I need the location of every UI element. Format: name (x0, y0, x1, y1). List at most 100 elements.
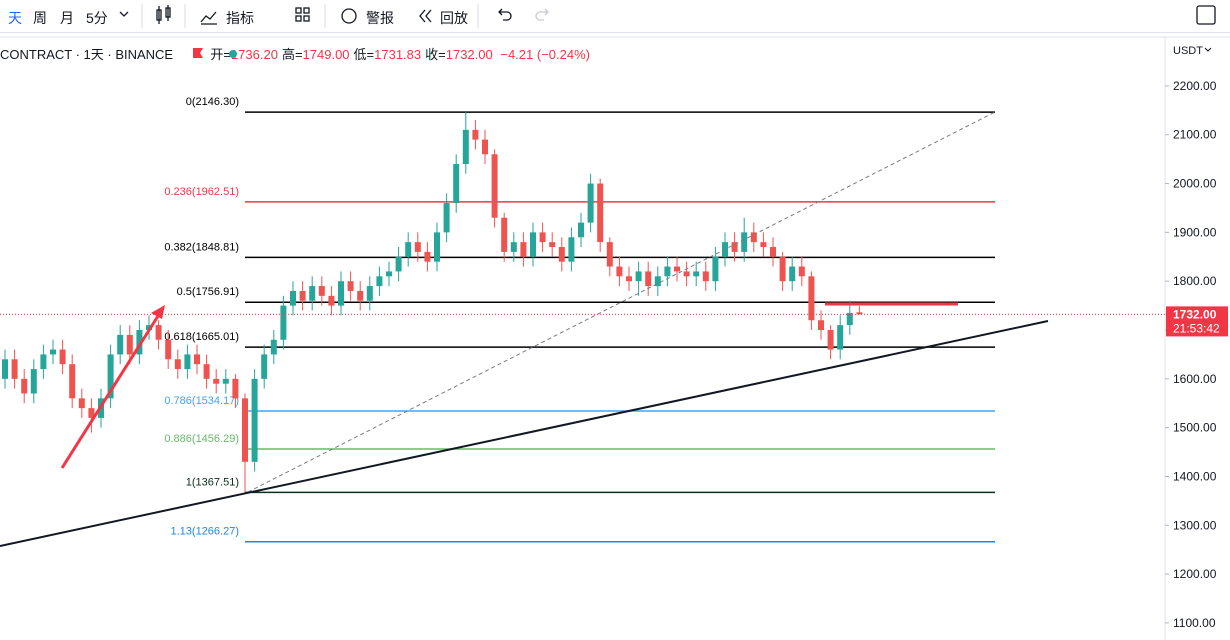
candle-body (107, 354, 114, 399)
last-price-label: 1732.00 (1173, 307, 1217, 321)
alert-icon[interactable] (341, 8, 357, 24)
candle-body (587, 183, 594, 223)
countdown: 21:53:42 (1173, 321, 1220, 335)
candle-body (2, 359, 8, 379)
replay-icon[interactable] (419, 9, 432, 23)
candle-body (750, 232, 757, 243)
toolbar: 天 周 月 5分 指标 警报 回放 (0, 0, 1230, 33)
currency[interactable]: USDT (1173, 45, 1203, 57)
candle-body (280, 305, 287, 340)
candle-body (261, 354, 268, 379)
indicator-icon[interactable] (200, 11, 217, 25)
candle-body (222, 378, 229, 384)
candle-body (635, 271, 642, 282)
fib-label: 0.886(1456.29) (164, 433, 239, 445)
ohlc: 开=1736.20 高=1749.00 低=1731.83 收=1732.00 (210, 47, 496, 62)
fib-label: 0(2146.30) (186, 96, 239, 108)
candle-body (741, 232, 748, 252)
interval-5m[interactable]: 5分 (86, 10, 108, 26)
interval-week[interactable]: 周 (33, 10, 47, 26)
candle-body (549, 242, 556, 248)
candle-body (30, 369, 37, 394)
candle-body (808, 276, 815, 321)
fullscreen[interactable] (1196, 5, 1216, 25)
candle-body (88, 408, 95, 418)
chevron[interactable] (119, 11, 129, 17)
candle-body (184, 354, 191, 370)
candle-body (683, 271, 690, 277)
interval-day[interactable]: 天 (8, 10, 22, 26)
candle-body (174, 359, 181, 370)
y-tick-label: 1100.00 (1173, 616, 1216, 630)
candle-body (251, 378, 258, 462)
layout-icon[interactable] (295, 7, 310, 22)
candle-body (472, 129, 479, 140)
replay[interactable]: 回放 (440, 10, 468, 26)
candle-body (818, 320, 824, 331)
candle-body (568, 237, 575, 262)
ohlc-label: 低= (353, 47, 375, 62)
ohlc-value: 1732.00 (445, 47, 493, 62)
candle-body (462, 129, 469, 165)
last-price-box (1166, 306, 1228, 337)
y-tick-label: 1900.00 (1173, 225, 1217, 239)
candle-body (40, 354, 47, 370)
candle-body (693, 271, 700, 277)
alerts[interactable]: 警报 (366, 10, 394, 26)
candle-body (318, 286, 325, 296)
y-tick-label: 2100.00 (1173, 128, 1217, 142)
ohlc-value: 1736.20 (230, 47, 278, 62)
candle-body (482, 139, 488, 155)
change: −4.21 (−0.24%) (500, 47, 590, 62)
candle-body (664, 266, 671, 277)
candle-body (299, 290, 306, 301)
undo[interactable] (498, 8, 512, 21)
fib-label: 0.786(1534.17) (164, 395, 239, 407)
candle-body (530, 232, 536, 257)
candle-body (798, 266, 805, 277)
candle-body (59, 349, 66, 365)
candle-body (21, 378, 28, 394)
candle-body (491, 154, 498, 218)
interval-month[interactable]: 月 (60, 10, 74, 26)
toolbar-icons (119, 4, 1216, 28)
candle-body (376, 276, 383, 287)
candle-body (126, 334, 133, 355)
trend-line (0, 320, 1049, 547)
candle-body (424, 251, 431, 262)
candle-body (395, 256, 402, 272)
candle-body (386, 271, 392, 277)
candle-body (242, 398, 248, 462)
candle-body (405, 242, 412, 257)
candle-body (434, 232, 440, 262)
candle-body (846, 312, 853, 326)
candle-body (510, 242, 517, 252)
y-tick-label: 1800.00 (1173, 274, 1217, 288)
candle-body (731, 242, 738, 252)
candle-icon[interactable] (156, 5, 171, 24)
fib-label: 0.618(1665.01) (164, 331, 239, 343)
fib-label: 0.382(1848.81) (164, 241, 239, 253)
candle-body (338, 281, 344, 306)
candle-body (165, 339, 172, 360)
candle-body (558, 247, 565, 262)
y-tick-label: 2000.00 (1173, 177, 1217, 191)
candle-body (232, 378, 239, 399)
ohlc-value: 1749.00 (302, 47, 350, 62)
candle-body (117, 334, 124, 355)
candle-body (770, 247, 776, 257)
fib-label: 0.236(1962.51) (164, 186, 239, 198)
candle-body (578, 222, 584, 238)
y-tick-label: 1400.00 (1173, 469, 1217, 483)
arrow-head (151, 305, 165, 319)
candle-body (50, 349, 56, 355)
candle-body (443, 203, 450, 233)
candle-body (712, 256, 719, 282)
ohlc-value: 1731.83 (374, 47, 422, 62)
indicators[interactable]: 指标 (226, 10, 254, 26)
candle-body (155, 325, 162, 340)
candle-body (309, 286, 316, 301)
candle-body (69, 364, 76, 399)
candle-body (760, 242, 767, 248)
